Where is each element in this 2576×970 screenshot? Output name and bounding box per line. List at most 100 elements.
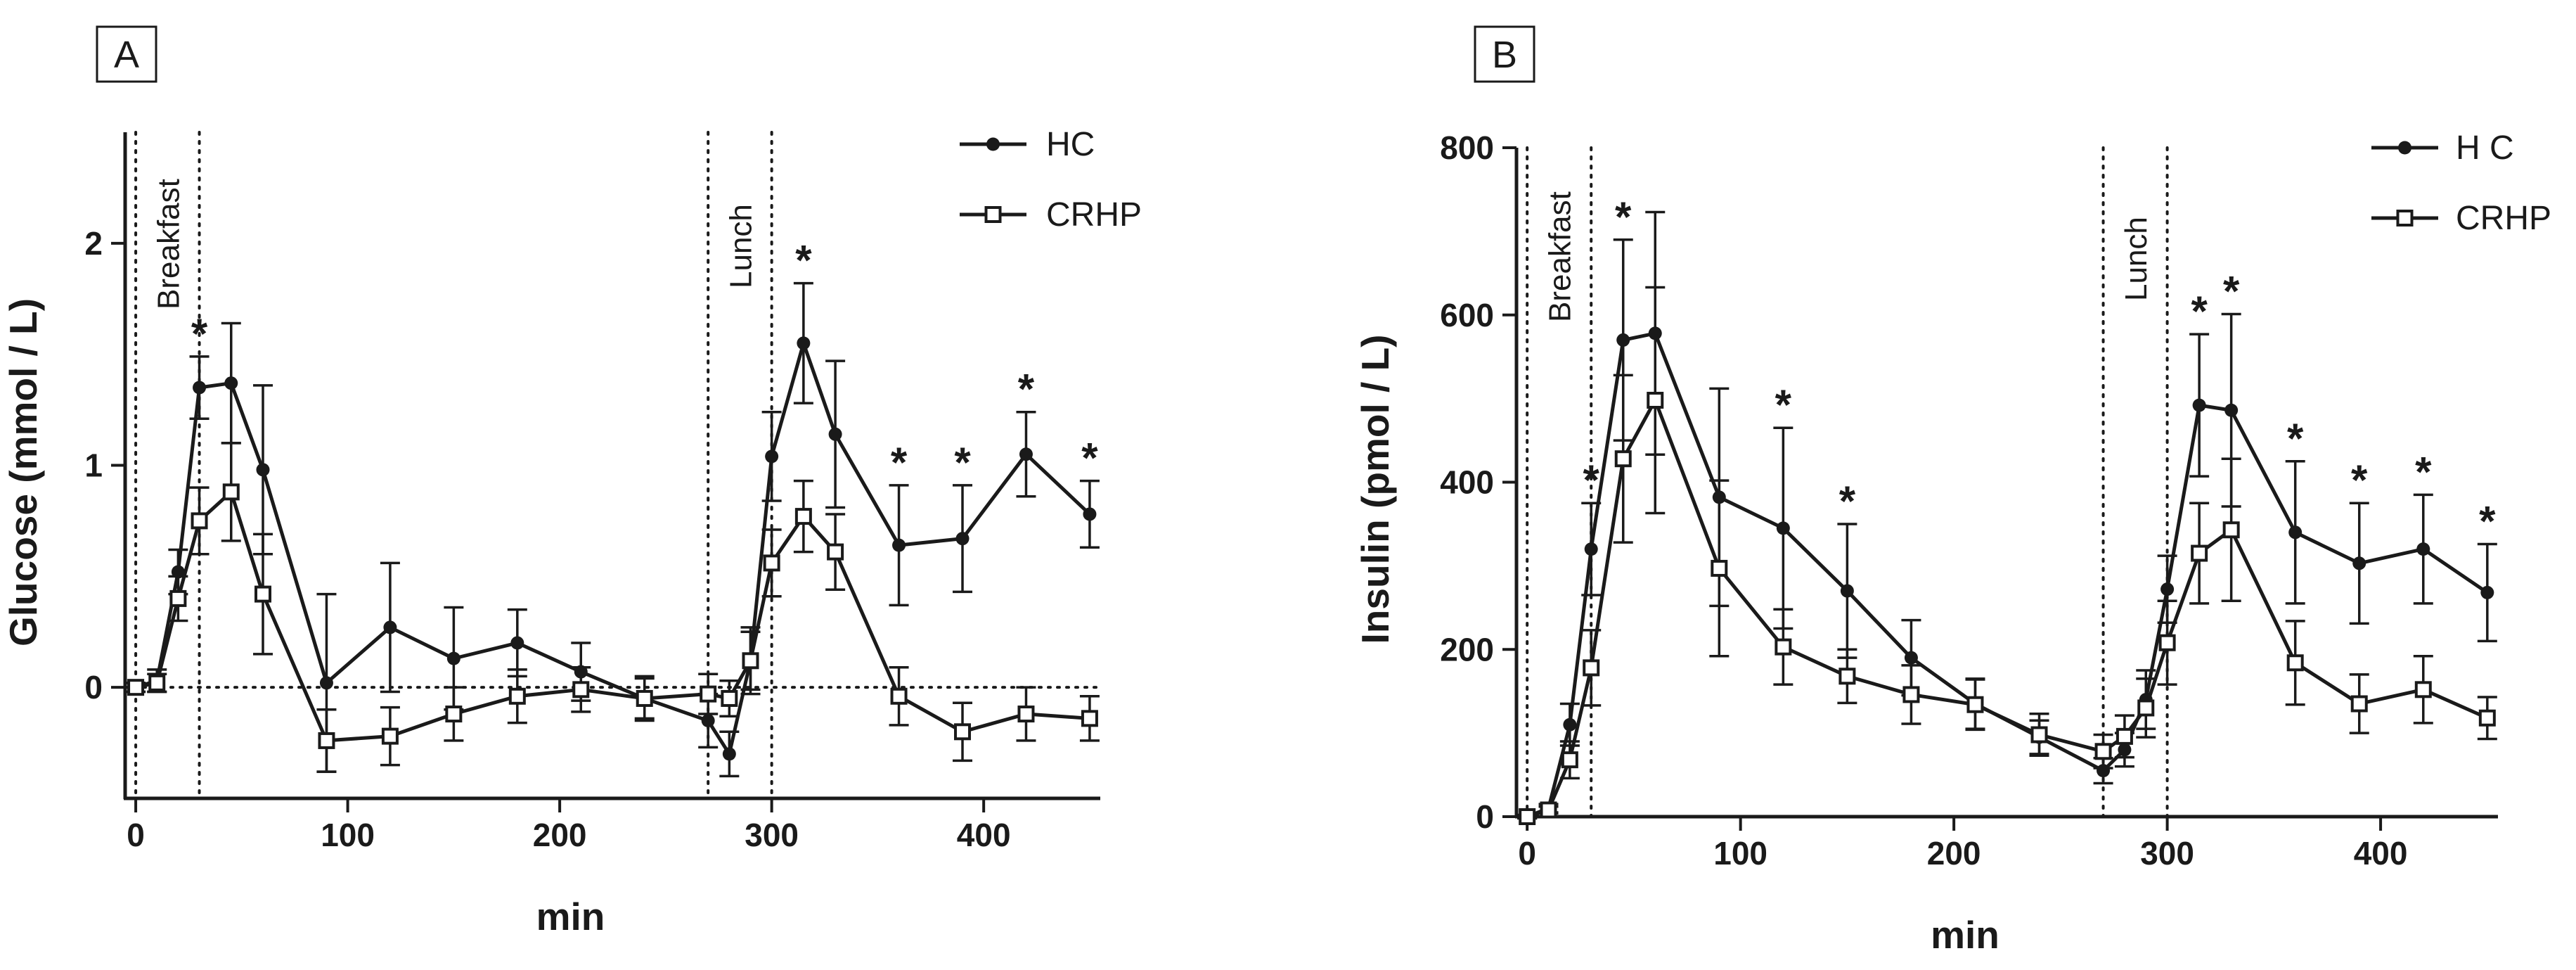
data-point	[191, 512, 208, 530]
data-point	[381, 727, 399, 745]
data-point	[1584, 542, 1598, 556]
data-point	[2094, 743, 2112, 760]
panel-label: A	[114, 34, 139, 76]
y-tick-label: 600	[1440, 297, 1494, 333]
x-tick-label: 300	[745, 817, 799, 853]
significance-asterisk: *	[1839, 478, 1856, 525]
panel-label: B	[1492, 34, 1517, 76]
legend-marker	[986, 137, 1000, 151]
data-point	[2288, 525, 2303, 540]
data-point	[765, 449, 779, 464]
x-axis-title: min	[1931, 913, 1999, 957]
legend-marker	[2398, 141, 2411, 155]
data-point	[954, 723, 972, 741]
significance-asterisk: *	[191, 310, 208, 357]
data-point	[318, 732, 335, 749]
data-point	[2192, 398, 2206, 412]
data-point	[383, 620, 397, 634]
data-point	[224, 376, 238, 390]
x-tick-label: 400	[2354, 835, 2408, 872]
legend-label: H C	[2456, 129, 2514, 167]
x-tick-label: 100	[1713, 835, 1767, 872]
x-tick-label: 0	[127, 817, 145, 853]
data-point	[892, 538, 906, 552]
legend-label: CRHP	[1046, 196, 1142, 234]
significance-asterisk: *	[1081, 435, 1098, 482]
data-point	[1902, 686, 1920, 703]
data-point	[1711, 559, 1728, 577]
data-point	[797, 336, 811, 350]
data-point	[763, 554, 780, 572]
significance-asterisk: *	[954, 439, 971, 486]
data-point	[572, 681, 590, 698]
data-point	[636, 689, 653, 707]
series-line	[135, 341, 1091, 756]
data-point	[1904, 651, 1918, 665]
panel-label-box	[96, 25, 157, 83]
data-point	[1776, 521, 1790, 535]
data-point	[742, 652, 759, 670]
data-point	[1616, 333, 1630, 347]
data-point	[319, 676, 333, 690]
meal-label: Lunch	[2119, 217, 2153, 301]
data-point	[169, 589, 187, 607]
data-point	[1966, 696, 1984, 713]
significance-asterisk: *	[1615, 193, 1632, 241]
x-tick-label: 400	[957, 817, 1011, 853]
data-point	[2416, 542, 2430, 556]
data-point	[1540, 801, 1557, 819]
data-point	[2191, 544, 2208, 562]
data-point	[2222, 521, 2240, 539]
data-point	[2137, 699, 2155, 717]
data-point	[1519, 808, 1536, 825]
data-point	[256, 463, 270, 477]
data-point	[721, 689, 738, 707]
series-crhp	[1517, 286, 2497, 825]
y-tick-label: 2	[84, 225, 103, 262]
data-point	[2352, 556, 2366, 570]
data-point	[1647, 392, 1664, 409]
data-point	[1614, 450, 1632, 468]
y-axis-title: Insulin (pmol / L)	[1353, 335, 1397, 644]
x-tick-label: 0	[1518, 835, 1536, 872]
y-tick-label: 0	[84, 669, 103, 706]
data-point	[510, 636, 524, 650]
legend-label: HC	[1046, 126, 1095, 163]
data-point	[222, 483, 240, 501]
data-point	[890, 687, 908, 705]
y-tick-label: 200	[1440, 631, 1494, 668]
data-point	[2286, 654, 2304, 672]
significance-asterisk: *	[891, 439, 908, 486]
legend: H C CRHP	[2371, 129, 2551, 237]
data-point	[2030, 726, 2048, 744]
significance-asterisk: *	[1583, 457, 1600, 504]
meal-label: Lunch	[723, 204, 758, 288]
x-axis-title: min	[536, 895, 605, 938]
legend-marker	[984, 206, 1002, 223]
data-point	[1583, 659, 1600, 677]
significance-asterisk: *	[2191, 288, 2208, 335]
series-crhp	[126, 442, 1100, 773]
data-point	[2115, 727, 2133, 745]
y-tick-label: 400	[1440, 464, 1494, 501]
significance-asterisk: *	[1018, 366, 1035, 413]
series-line	[1526, 331, 2489, 819]
y-axis-title: Glucose (mmol / L)	[1, 298, 45, 646]
data-point	[254, 585, 271, 603]
panel-label-box	[1474, 25, 1535, 83]
data-point	[148, 674, 166, 691]
data-point	[445, 706, 463, 723]
data-point	[1561, 751, 1578, 769]
significance-asterisk: *	[1775, 381, 1792, 428]
data-point	[2158, 634, 2176, 651]
data-point	[2478, 709, 2496, 727]
data-point	[1081, 710, 1098, 727]
series-line	[135, 490, 1090, 743]
data-point	[1019, 447, 1033, 461]
data-point	[2224, 403, 2239, 417]
data-point	[1563, 717, 1577, 732]
legend: HC CRHP	[960, 126, 1142, 234]
data-point	[955, 532, 970, 546]
